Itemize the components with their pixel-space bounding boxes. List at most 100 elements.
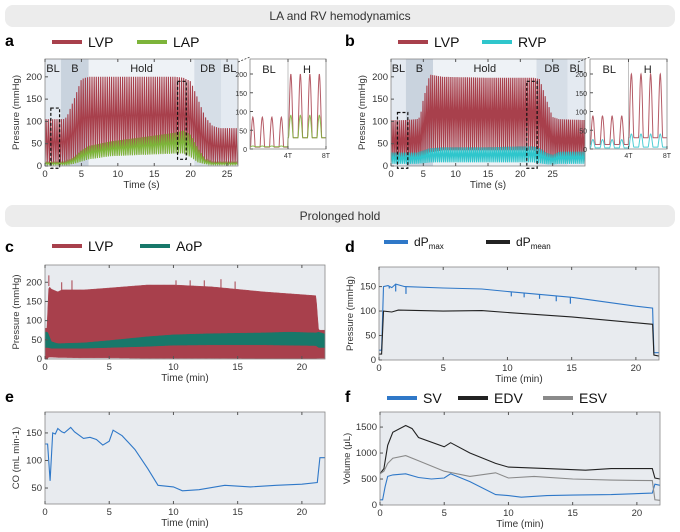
x-tick-label: 20 [297,507,308,518]
inset-connector [577,56,591,63]
y-tick-label: 150 [360,282,376,293]
x-tick-label: 15 [149,169,160,180]
x-tick-label: 15 [566,363,577,374]
y-tick-label: 50 [365,331,376,342]
section-header-la-rv: LA and RV hemodynamics [5,5,675,27]
series-RVP [391,146,585,165]
y-tick-label: 50 [31,335,42,346]
x-tick-label: 15 [483,169,494,180]
x-axis-label: Time (s) [123,180,159,191]
legend-label: LVP [88,34,113,50]
x-tick-label: 0 [377,508,382,519]
phase-label: DB [544,63,559,75]
legend-label: AoP [176,238,202,254]
series-LVP [391,74,585,163]
panel-letter: e [5,389,14,406]
plot-background [380,412,660,505]
y-tick-label: 100 [235,110,247,117]
y-tick-label: 0 [37,161,42,172]
x-tick-label: 10 [168,507,179,518]
y-tick-label: 0 [583,147,587,154]
plot-area [380,424,660,501]
x-tick-label: 15 [232,507,243,518]
x-tick-label: 0 [388,169,393,180]
highlight-box [50,107,61,169]
plot-area [45,275,325,359]
x-tick-label: 20 [297,362,308,373]
panel-letter: a [5,33,14,50]
phase-label: BL [46,63,59,75]
x-axis-label: Time (s) [470,180,506,191]
x-tick-label: 8T [322,153,331,160]
phase-label: BL [392,63,405,75]
y-tick-label: 200 [575,72,587,79]
series-LAP [45,130,238,166]
legend-label: LVP [434,34,459,50]
y-tick-label: 0 [383,161,388,172]
y-tick-label: 50 [239,128,247,135]
highlight-box [176,80,187,160]
y-tick-label: 0 [372,500,377,511]
series-ESV [380,455,660,501]
x-tick-label: 15 [232,362,243,373]
chart-a: BL B Hold DB BL 0 5 10 15 20 25 0 50 100 150 200 Time (s… [5,33,239,191]
plot-area [45,76,238,166]
x-tick-label: 5 [107,507,112,518]
legend-label: LVP [88,238,113,254]
plot-frame [44,264,326,360]
x-tick-label: 4T [624,153,633,160]
x-tick-label: 5 [441,363,446,374]
y-tick-label: 150 [575,91,587,98]
chart-b-inset: BL H 4T 8T 0 50 100 150 200 [575,56,672,160]
y-tick-label: 150 [235,91,247,98]
legend-label: ESV [579,390,608,406]
y-axis-label: CO (mL min-1) [11,427,22,489]
x-tick-label: 8T [663,153,672,160]
plot-area [45,426,325,492]
chart-b: BL B Hold DB BL 0 5 10 15 20 25 0 50 100 150 200 Time (s… [345,33,586,191]
plot-frame [44,58,239,167]
inset-connector [237,56,251,63]
series-EDV [380,424,660,480]
legend-label-subscript: mean [531,242,551,251]
legend-label: RVP [518,34,547,50]
section-header-prolonged-hold: Prolonged hold [5,205,675,227]
x-tick-label: 25 [222,169,233,180]
x-tick-label: 25 [547,169,558,180]
series-dPmean [379,309,659,357]
chart-f: 0 5 10 15 20 0 500 1000 1500 Time (min) Volume (μL… [342,389,661,530]
x-tick-label: 5 [107,362,112,373]
x-axis-label: Time (min) [161,518,208,529]
phase-label: BL [570,63,583,75]
y-tick-label: 0 [243,147,247,154]
y-tick-label: 50 [579,128,587,135]
y-tick-label: 200 [372,72,388,83]
legend-label-subscript: max [429,242,444,251]
panel-letter: c [5,239,14,256]
x-tick-label: 20 [632,508,643,519]
legend-label: dPmax [414,235,444,251]
phase-label: BL [262,64,275,76]
panel-letter: b [345,33,355,50]
y-axis-label: Pressure (mmHg) [11,275,22,350]
plot-background [45,412,325,504]
chart-e: 0 5 10 15 20 50 100 150 Time (min) CO (mL min-1) e [5,389,326,529]
y-tick-label: 150 [26,94,42,105]
y-tick-label: 200 [26,72,42,83]
x-axis-label: Time (min) [161,373,208,384]
x-tick-label: 0 [376,363,381,374]
y-tick-label: 100 [360,306,376,317]
chart-a-inset: BL H 4T 8T 0 50 100 150 200 [235,56,331,160]
legend-label: EDV [494,390,523,406]
x-tick-label: 20 [185,169,196,180]
y-tick-label: 100 [26,316,42,327]
legend-label: SV [423,390,442,406]
x-tick-label: 0 [42,507,47,518]
x-tick-label: 10 [113,169,124,180]
x-tick-label: 10 [503,508,514,519]
y-axis-label: Volume (μL) [342,433,353,484]
phase-label: B [71,63,78,75]
x-axis-label: Time (min) [496,519,543,530]
